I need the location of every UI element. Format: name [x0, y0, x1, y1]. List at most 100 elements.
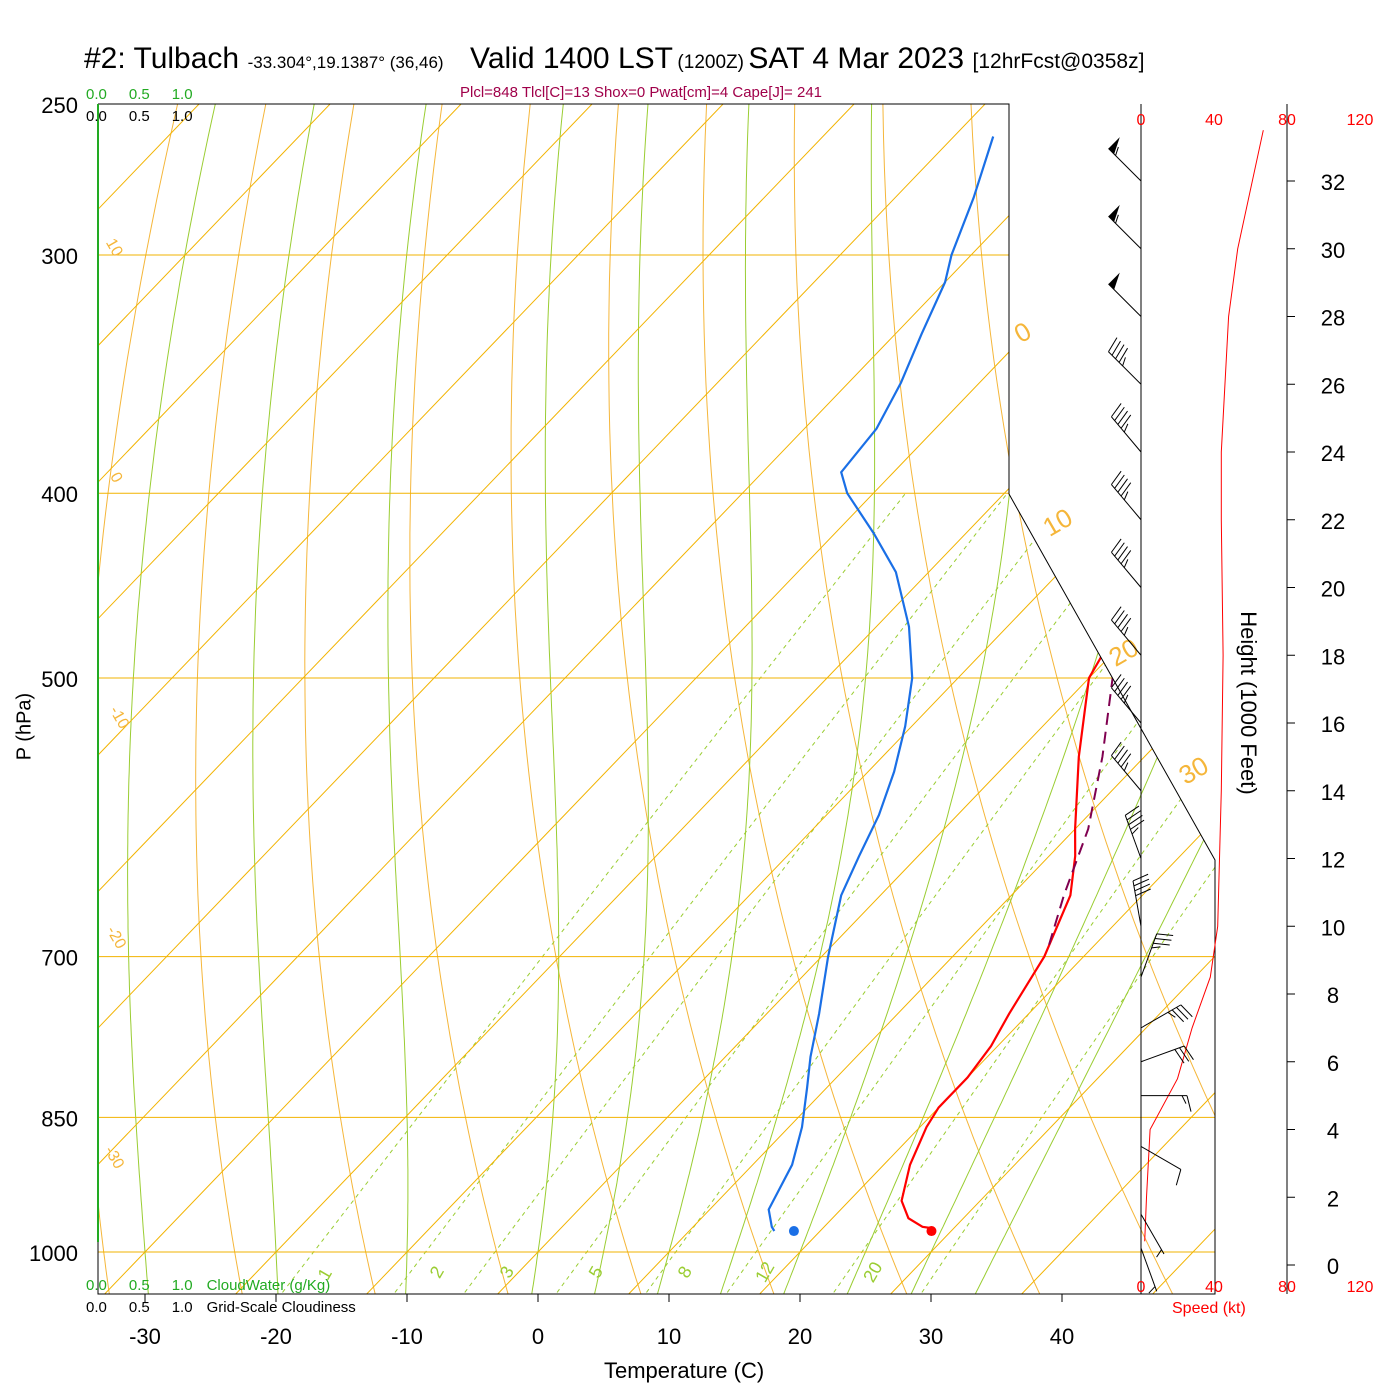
scale-label: 0.0 [86, 1299, 107, 1316]
wind-barb [1111, 606, 1142, 656]
barb-feather [1111, 741, 1122, 756]
moist-adiabats [127, 104, 1215, 1294]
barb-flag [1108, 204, 1120, 222]
dry-adiabat-label: -10 [106, 703, 132, 732]
mixing-ratio-label: 8 [674, 1263, 696, 1282]
height-tick-label: 18 [1321, 644, 1345, 669]
moist-adiabat-line [963, 104, 1215, 1294]
dry-adiabat-line [793, 104, 1051, 1294]
barb-feather [1111, 403, 1122, 418]
dry-adiabat-line [882, 104, 1185, 1294]
y-tick-label: 400 [41, 482, 78, 507]
scale-label: 0.5 [128, 1277, 150, 1294]
isotherm-line [607, 104, 1215, 1294]
mixing-ratio-lines [282, 492, 1215, 1293]
barb-feather [1118, 347, 1128, 363]
wind-barb [1108, 137, 1142, 182]
wind-barb [1141, 1095, 1192, 1112]
barb-feather [1108, 337, 1118, 352]
speed-tick-label-top: 120 [1347, 112, 1374, 129]
barb-feather [1120, 482, 1132, 497]
barb-feather [1123, 762, 1129, 772]
dry-adiabat-line [1143, 104, 1215, 1294]
scale-label: 0.0 [86, 1277, 107, 1294]
temperature-surface-marker [926, 1226, 937, 1237]
moist-adiabat-line [900, 104, 1215, 1294]
wind-barb [1108, 337, 1142, 385]
barb-shaft [1111, 619, 1142, 656]
wind-barb [1111, 403, 1142, 453]
height-tick-label: 10 [1321, 915, 1345, 940]
mixing-ratio-line [556, 492, 1154, 1293]
wind-barb [1140, 1045, 1194, 1064]
dry-adiabat-label: 10 [102, 236, 126, 260]
plot-border [97, 103, 1216, 1295]
barb-feather [1186, 1095, 1192, 1112]
x-tick-label: 10 [657, 1324, 681, 1349]
barb-feather [1183, 1045, 1194, 1060]
barb-feather [1154, 938, 1172, 941]
cloud-scale-bottom-green: 0.0 0.5 1.0 CloudWater (g/Kg) [86, 1277, 330, 1294]
barb-feather [1133, 878, 1150, 887]
dry-adiabat-line [510, 104, 649, 1294]
barb-feather [1124, 805, 1140, 816]
isotherm-line [476, 104, 1215, 1294]
dry-adiabat-label: 0 [1009, 316, 1037, 349]
isotherm-line [98, 104, 494, 1294]
scale-label: 1.0 [171, 108, 193, 125]
y-tick-label: 250 [41, 93, 78, 118]
barb-feather [1176, 1007, 1189, 1020]
forecast-info: [12hrFcst@0358z] [972, 50, 1145, 73]
station-coords: -33.304°,19.1387° (36,46) [247, 53, 444, 72]
wind-barb [1140, 1146, 1182, 1186]
utc-time: (1200Z) [677, 52, 744, 73]
barb-feather [1122, 357, 1126, 367]
barb-shaft [1140, 1213, 1165, 1255]
barb-feather [1111, 538, 1122, 553]
sounding-params: Plcl=848 Tlcl[C]=13 Shox=0 Pwat[cm]=4 Ca… [460, 84, 823, 101]
dry-adiabat-line [409, 104, 515, 1294]
x-axis-title: Temperature (C) [604, 1358, 765, 1383]
dry-adiabat-label: -20 [103, 923, 129, 952]
scale-label: 0.5 [128, 86, 150, 103]
dewpoint-surface-marker [788, 1226, 799, 1237]
cloud-scale-top-green: 0.0 0.5 1.0 [86, 86, 193, 103]
mixing-ratio-label: 20 [859, 1258, 886, 1285]
plot-frame [97, 103, 1216, 1295]
wind-barb [1140, 933, 1174, 978]
barb-shaft [1140, 1146, 1182, 1170]
barb-feather [1123, 423, 1129, 433]
barb-feather [1117, 614, 1128, 628]
dry-adiabat-line [608, 104, 783, 1294]
barb-feather [1123, 491, 1129, 501]
speed-tick-label-top: 40 [1205, 112, 1223, 129]
isotherm-line [1000, 104, 1215, 1294]
moist-adiabat-line [712, 104, 876, 1294]
valid-date: SAT 4 Mar 2023 [748, 42, 965, 75]
barb-feather [1175, 1169, 1182, 1186]
height-tick-label: 32 [1321, 170, 1345, 195]
isotherm-line [1131, 104, 1215, 1294]
y-tick-label: 850 [41, 1106, 78, 1131]
dry-adiabat-line [969, 104, 1215, 1294]
wind-speed-line [1144, 130, 1264, 1242]
mixing-ratio-line [921, 492, 1215, 1293]
barb-feather [1167, 1011, 1176, 1018]
barb-feather [1134, 883, 1151, 892]
wind-barb [1111, 470, 1142, 521]
barb-feather [1180, 1004, 1193, 1018]
barb-feather [1111, 606, 1122, 621]
barb-feather [1181, 1095, 1187, 1104]
barb-feather [1153, 942, 1170, 946]
barb-feather [1111, 674, 1122, 689]
barb-feather [1111, 340, 1121, 356]
dry-adiabat-line [304, 104, 381, 1294]
y-axis-title: P (hPa) [13, 692, 36, 761]
dry-adiabat-line [195, 104, 274, 1294]
moist-adiabat-line [252, 104, 322, 1294]
cloud-scale-top-black: 0.0 0.5 1.0 [86, 108, 193, 125]
isotherm-line [98, 104, 625, 1294]
barb-feather [1120, 414, 1132, 429]
temperature-line [900, 136, 1178, 1230]
mixing-ratio-label: 5 [585, 1263, 607, 1282]
